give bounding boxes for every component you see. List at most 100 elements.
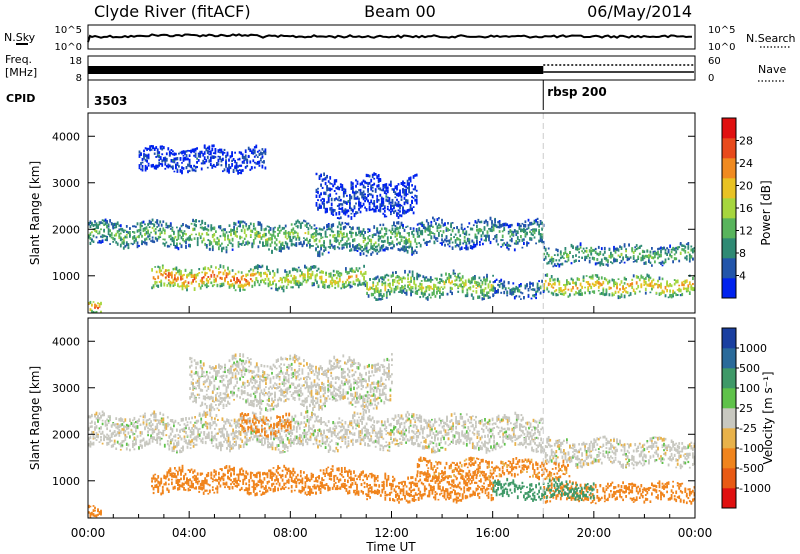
power-cell: [399, 289, 402, 293]
power-cell: [408, 281, 411, 283]
power-cell: [684, 245, 687, 249]
velocity-cell: [224, 437, 227, 441]
power-cell: [95, 304, 98, 308]
power-cell: [169, 228, 172, 230]
velocity-cell: [308, 424, 310, 428]
power-cell: [400, 204, 403, 207]
power-cell: [189, 243, 191, 248]
power-cell: [535, 218, 537, 223]
power-cell: [393, 287, 396, 292]
power-cell: [420, 289, 423, 293]
power-cell: [515, 285, 518, 290]
power-cell: [320, 199, 322, 202]
power-cell: [140, 162, 142, 166]
power-cell: [661, 291, 664, 294]
power-cell: [651, 256, 653, 259]
power-cell: [322, 270, 324, 274]
power-cell: [289, 239, 292, 243]
velocity-cell: [197, 433, 200, 437]
power-cell: [327, 187, 330, 191]
power-cell: [246, 158, 249, 162]
power-cell: [492, 294, 495, 297]
velocity-cell: [238, 422, 240, 425]
power-cell: [163, 271, 166, 275]
power-cell: [526, 232, 528, 236]
power-cell: [121, 241, 124, 245]
power-cell: [450, 224, 452, 228]
power-cell: [678, 259, 681, 263]
power-cell: [169, 243, 172, 246]
power-cell: [406, 209, 409, 213]
power-cell: [524, 228, 527, 233]
power-cell: [637, 257, 640, 260]
velocity-cell: [182, 417, 184, 422]
power-cell: [236, 235, 238, 238]
power-cell: [257, 245, 260, 249]
power-cell: [240, 236, 243, 239]
power-cell: [339, 208, 342, 210]
power-cell: [605, 263, 608, 266]
power-cell: [100, 241, 102, 244]
power-cell: [243, 156, 246, 159]
power-cell: [143, 157, 145, 160]
power-cell: [397, 227, 400, 230]
power-cell: [167, 165, 170, 168]
power-cell: [336, 230, 339, 234]
power-cell: [373, 172, 376, 176]
velocity-cell: [312, 443, 315, 446]
power-cell: [370, 208, 373, 211]
power-cell: [404, 291, 406, 294]
power-cell: [584, 249, 586, 253]
velocity-cell: [157, 429, 160, 432]
power-cell: [268, 248, 270, 251]
power-cell: [610, 286, 612, 290]
power-cell: [402, 285, 405, 290]
power-cell: [179, 157, 182, 160]
power-cell: [225, 161, 227, 164]
power-cell: [625, 254, 627, 258]
power-cell: [400, 238, 403, 243]
power-cell: [258, 272, 261, 276]
power-cell: [341, 184, 344, 187]
power-cell: [646, 273, 649, 278]
power-cell: [520, 235, 522, 239]
velocity-cell: [94, 437, 96, 440]
velocity-cell: [242, 422, 245, 425]
power-cell: [179, 242, 181, 245]
power-cell: [327, 251, 330, 254]
power-cell: [527, 288, 530, 290]
power-cell: [409, 244, 412, 248]
power-cell: [180, 275, 182, 279]
power-cell: [313, 224, 316, 227]
velocity-cell: [305, 436, 307, 439]
power-cell: [539, 285, 542, 290]
velocity-cell: [144, 427, 146, 431]
power-cell: [198, 284, 201, 288]
velocity-cell: [241, 418, 244, 421]
power-cell: [318, 204, 321, 208]
power-cell: [161, 273, 164, 277]
power-cell: [628, 284, 630, 288]
power-cell: [355, 249, 357, 251]
power-cell: [228, 163, 230, 166]
power-cell: [216, 274, 219, 278]
power-cell: [338, 275, 341, 278]
power-cell: [414, 249, 417, 252]
velocity-cell: [160, 432, 163, 435]
power-cell: [220, 158, 223, 163]
power-cell: [281, 281, 283, 284]
velocity-cell: [109, 415, 111, 418]
power-cell: [271, 241, 273, 244]
power-cell: [113, 226, 116, 229]
power-cell: [377, 187, 380, 190]
power-cell: [352, 208, 354, 211]
power-cell: [359, 252, 362, 255]
power-cell: [317, 284, 320, 286]
power-cell: [155, 284, 158, 287]
power-cell: [468, 233, 471, 236]
velocity-cell: [194, 416, 196, 419]
power-cell: [356, 195, 359, 199]
power-cell: [327, 195, 330, 197]
power-cell: [487, 283, 490, 287]
power-cell: [438, 217, 440, 220]
